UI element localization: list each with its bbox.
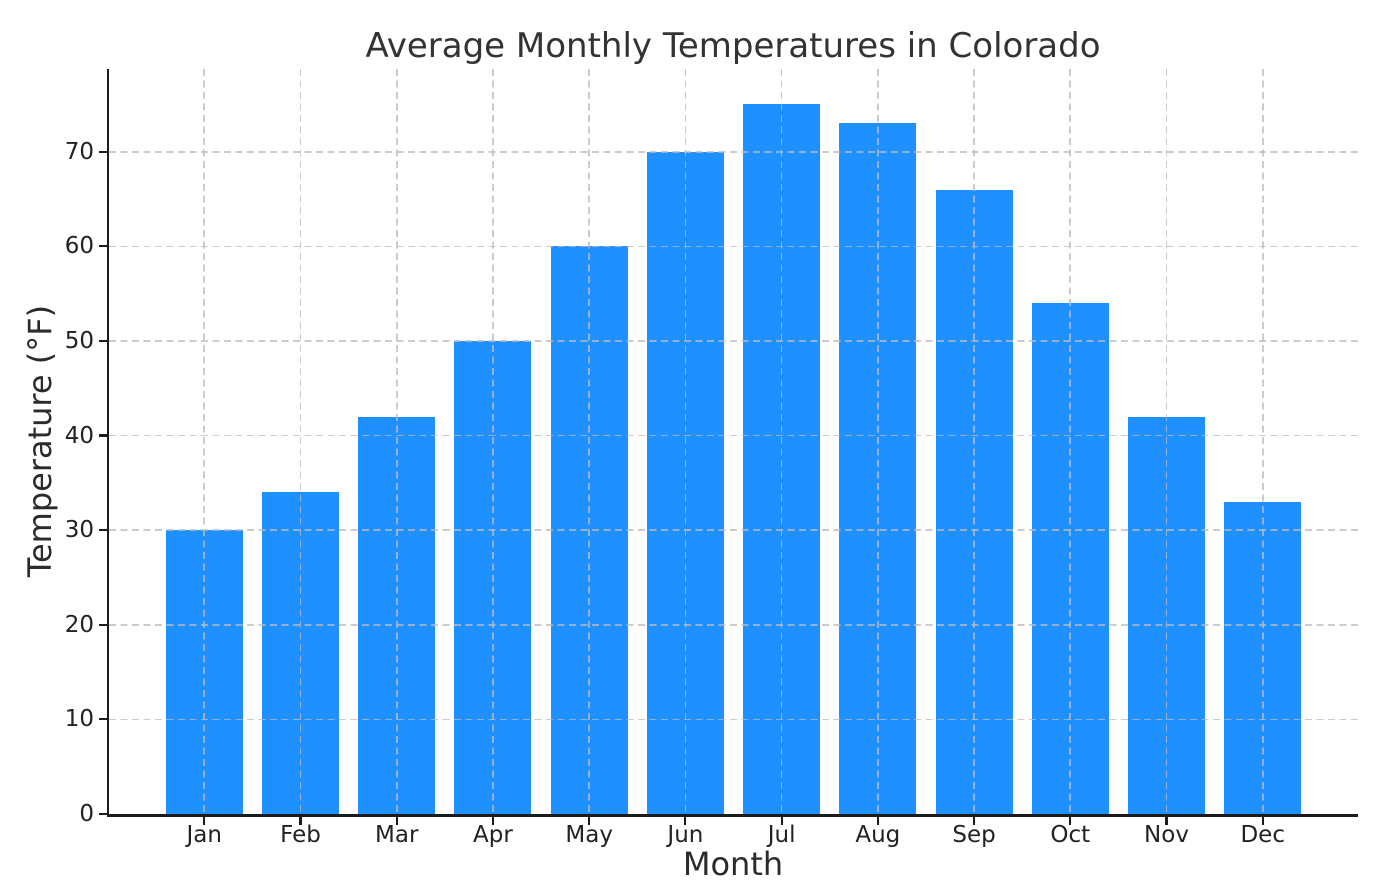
y-tick-label-60: 60 <box>64 233 94 260</box>
y-tick-label-70: 70 <box>64 138 94 165</box>
x-tick-mark-feb <box>299 816 302 825</box>
gridline-v-aug <box>877 69 879 814</box>
y-tick-mark-30 <box>98 529 107 532</box>
gridline-v-sep <box>973 69 975 814</box>
gridline-v-nov <box>1165 69 1168 814</box>
x-tick-label-oct: Oct <box>1050 822 1091 848</box>
x-tick-mark-may <box>588 816 591 825</box>
y-tick-label-40: 40 <box>64 422 94 449</box>
gridline-v-jan <box>203 69 206 814</box>
x-tick-mark-jul <box>780 816 783 825</box>
x-tick-mark-jan <box>203 816 206 825</box>
x-tick-mark-sep <box>972 816 976 825</box>
x-axis-spine <box>106 814 1358 817</box>
y-axis-spine <box>106 69 109 817</box>
x-tick-mark-apr <box>491 816 495 825</box>
y-tick-label-0: 0 <box>79 801 94 827</box>
gridline-v-jun <box>684 69 687 814</box>
gridline-h-70 <box>109 150 1358 153</box>
y-tick-mark-20 <box>98 623 107 626</box>
gridline-v-may <box>588 69 590 814</box>
x-tick-label-dec: Dec <box>1240 822 1285 848</box>
gridline-v-oct <box>1069 69 1072 814</box>
x-tick-label-sep: Sep <box>952 822 996 848</box>
x-tick-mark-dec <box>1261 816 1264 825</box>
y-tick-label-30: 30 <box>64 517 94 544</box>
gridline-h-10 <box>109 718 1358 721</box>
gridline-v-mar <box>395 69 398 814</box>
x-tick-label-aug: Aug <box>855 822 901 848</box>
x-tick-label-apr: Apr <box>473 822 513 848</box>
y-tick-mark-0 <box>98 812 107 816</box>
x-tick-label-feb: Feb <box>280 822 321 848</box>
y-tick-mark-60 <box>98 245 107 248</box>
y-tick-mark-50 <box>98 339 107 343</box>
gridline-v-apr <box>492 69 494 814</box>
y-tick-label-50: 50 <box>64 327 94 354</box>
y-tick-label-20: 20 <box>64 611 94 638</box>
gridline-v-jul <box>780 69 783 814</box>
x-tick-mark-jun <box>684 816 687 825</box>
gridline-h-40 <box>109 434 1358 437</box>
gridline-h-50 <box>109 340 1358 342</box>
chart-title: Average Monthly Temperatures in Colorado <box>365 26 1101 66</box>
y-tick-label-10: 10 <box>64 706 94 733</box>
x-tick-label-mar: Mar <box>375 822 419 848</box>
gridline-h-60 <box>109 245 1358 248</box>
x-tick-label-jun: Jun <box>667 822 704 848</box>
y-axis-label: Temperature (°F) <box>21 304 59 578</box>
x-tick-mark-nov <box>1165 816 1168 825</box>
gridline-h-30 <box>109 529 1358 531</box>
x-tick-label-jan: Jan <box>186 822 222 848</box>
y-tick-mark-70 <box>98 150 107 153</box>
x-tick-label-may: May <box>565 822 613 848</box>
gridline-v-dec <box>1261 69 1264 814</box>
x-tick-mark-oct <box>1069 816 1072 825</box>
x-axis-label: Month <box>682 845 784 883</box>
x-tick-mark-mar <box>395 816 398 825</box>
y-tick-mark-40 <box>98 434 107 437</box>
x-tick-label-jul: Jul <box>767 822 796 848</box>
x-tick-label-nov: Nov <box>1144 822 1189 848</box>
x-tick-mark-aug <box>876 816 879 825</box>
gridline-v-feb <box>299 69 302 814</box>
gridline-h-20 <box>109 623 1358 626</box>
y-tick-mark-10 <box>98 718 107 721</box>
